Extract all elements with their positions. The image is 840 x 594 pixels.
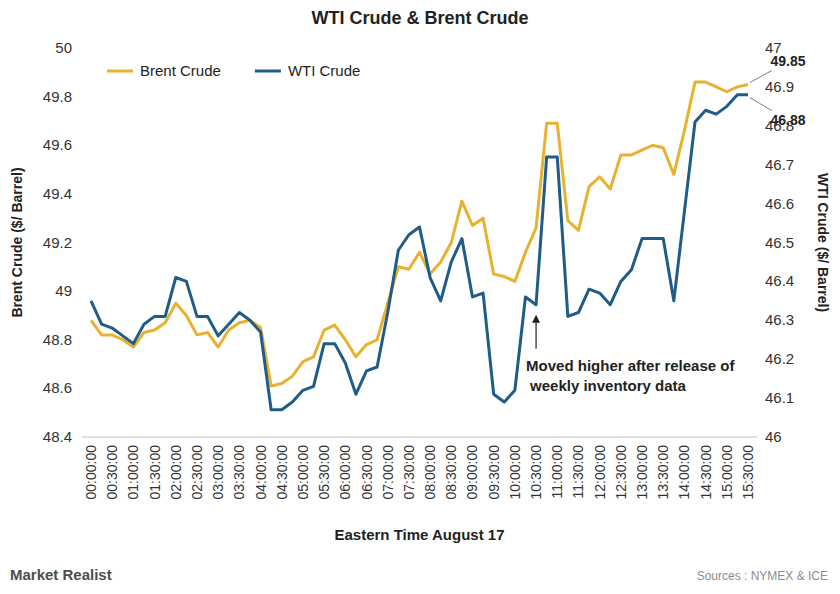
x-tick-label: 14:00:00 xyxy=(676,445,692,500)
x-tick-label: 02:30:00 xyxy=(189,445,205,500)
x-tick-label: 13:00:00 xyxy=(634,445,650,500)
x-axis-title: Eastern Time August 17 xyxy=(334,526,504,543)
source: Sources : NYMEX & ICE xyxy=(697,569,828,583)
end-value-label: 49.85 xyxy=(770,53,805,69)
y2-tick-label: 46.7 xyxy=(765,156,794,173)
title: WTI Crude & Brent Crude xyxy=(311,8,528,28)
end-label-leader xyxy=(750,98,772,111)
y-tick-label: 48.4 xyxy=(43,428,72,445)
x-tick-label: 10:00:00 xyxy=(507,445,523,500)
x-tick-label: 15:00:00 xyxy=(719,445,735,500)
x-tick-label: 00:30:00 xyxy=(104,445,120,500)
y-tick-label: 49 xyxy=(55,282,72,299)
x-tick-label: 03:30:00 xyxy=(231,445,247,500)
y-axis-title: Brent Crude ($/ Barrel) xyxy=(9,167,25,317)
x-tick-label: 13:30:00 xyxy=(655,445,671,500)
x-tick-label: 00:00:00 xyxy=(83,445,99,500)
legend-swatch xyxy=(107,70,133,73)
x-tick-label: 09:00:00 xyxy=(464,445,480,500)
x-tick-label: 05:30:00 xyxy=(316,445,332,500)
x-tick-label: 04:30:00 xyxy=(274,445,290,500)
annotation-arrow xyxy=(535,321,536,349)
end-value-label: 46.88 xyxy=(770,112,805,128)
y-tick-label: 50 xyxy=(55,39,72,56)
legend-swatch xyxy=(255,70,281,73)
x-tick-label: 06:30:00 xyxy=(359,445,375,500)
y2-tick-label: 46.4 xyxy=(765,272,794,289)
x-tick-label: 02:00:00 xyxy=(168,445,184,500)
legend-label: Brent Crude xyxy=(140,62,221,79)
annotation-arrowhead xyxy=(532,315,540,323)
x-tick-label: 15:30:00 xyxy=(740,445,756,500)
y2-tick-label: 46.2 xyxy=(765,350,794,367)
x-tick-label: 08:00:00 xyxy=(422,445,438,500)
y2-tick-label: 46.6 xyxy=(765,195,794,212)
y-tick-label: 48.8 xyxy=(43,331,72,348)
y-tick-label: 49.8 xyxy=(43,88,72,105)
x-tick-label: 01:00:00 xyxy=(125,445,141,500)
legend-label: WTI Crude xyxy=(288,62,361,79)
end-label-leader xyxy=(750,70,772,82)
x-tick-label: 04:00:00 xyxy=(253,445,269,500)
x-tick-label: 07:00:00 xyxy=(380,445,396,500)
chart: WTI Crude & Brent Crude 48.4 48.6 48.8 49 49.… xyxy=(0,0,840,594)
background xyxy=(0,0,840,594)
annotation-line: weekly inventory data xyxy=(529,377,687,394)
y-tick-label: 49.2 xyxy=(43,234,72,251)
x-tick-label: 12:30:00 xyxy=(613,445,629,500)
x-tick-label: 07:30:00 xyxy=(401,445,417,500)
x-tick-label: 11:00:00 xyxy=(549,445,565,499)
y-tick-label: 49.6 xyxy=(43,136,72,153)
y2-tick-label: 46.5 xyxy=(765,234,794,251)
x-tick-label: 01:30:00 xyxy=(147,445,163,500)
y-tick-label: 48.6 xyxy=(43,379,72,396)
y2-tick-label: 46.9 xyxy=(765,78,794,95)
y2-tick-label: 46.3 xyxy=(765,311,794,328)
plot-lines xyxy=(91,82,748,410)
x-tick-label: 12:00:00 xyxy=(592,445,608,500)
annotation-line: Moved higher after release of xyxy=(526,357,735,374)
y2-tick-label: 46.1 xyxy=(765,389,794,406)
x-tick-label: 14:30:00 xyxy=(698,445,714,500)
logo: Market Realist xyxy=(10,566,112,583)
x-tick-label: 06:00:00 xyxy=(337,445,353,500)
x-tick-label: 10:30:00 xyxy=(528,445,544,500)
y2-axis-title: WTI Crude ($/ Barrel) xyxy=(815,173,831,312)
x-tick-label: 08:30:00 xyxy=(443,445,459,500)
x-tick-label: 11:30:00 xyxy=(570,445,586,499)
annotation: Moved higher after release of weekly inve… xyxy=(526,357,735,394)
series-line xyxy=(91,95,748,410)
x-tick-label: 03:00:00 xyxy=(210,445,226,500)
x-tick-label: 09:30:00 xyxy=(486,445,502,500)
x-tick-label: 05:00:00 xyxy=(295,445,311,500)
y2-tick-label: 46 xyxy=(765,428,782,445)
y-tick-label: 49.4 xyxy=(43,185,72,202)
x-axis-line xyxy=(82,437,757,438)
legend: Brent Crude WTI Crude xyxy=(107,62,360,79)
